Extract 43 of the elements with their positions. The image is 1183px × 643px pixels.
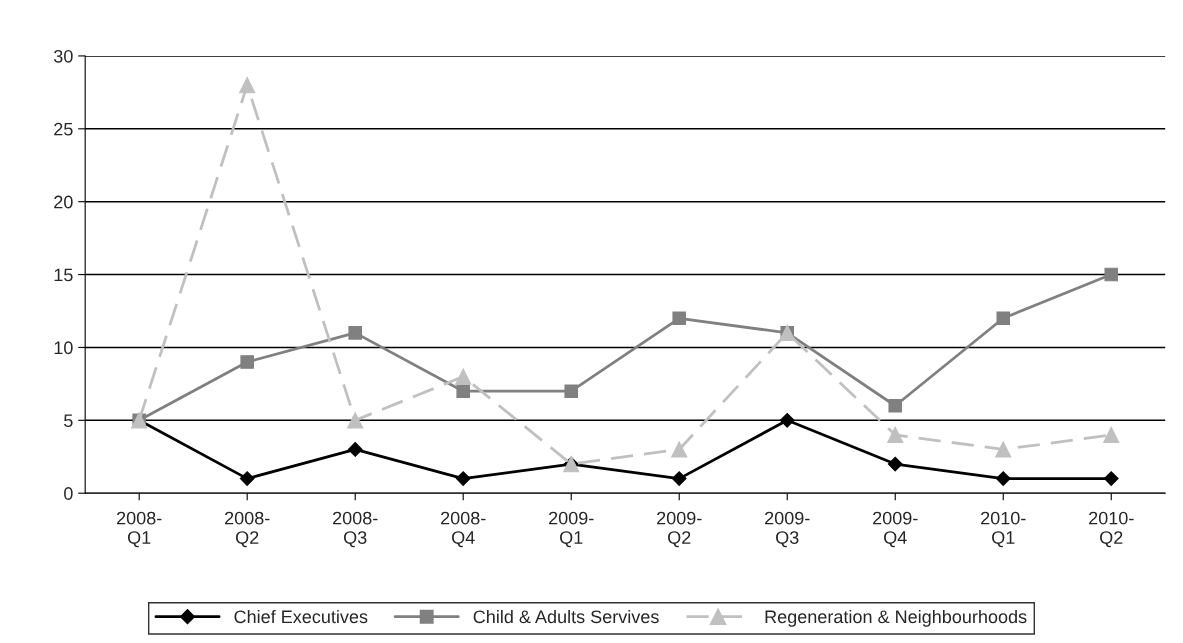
legend-label: Regeneration & Neighbourhoods [765,609,1027,627]
point [888,398,902,413]
point [239,471,255,486]
y-tick-label: 20 [54,195,73,209]
point [347,412,364,429]
legend-label: Chief Executives [234,609,368,624]
point [996,311,1011,326]
point [995,441,1012,458]
point [671,441,688,458]
point [240,355,254,369]
point [455,368,472,385]
point [671,471,687,486]
y-tick-label: 10 [54,341,73,355]
point [564,384,578,398]
point [887,426,904,444]
x-tick-label: 2009-Q4 [873,511,918,548]
y-tick-label: 5 [64,414,73,428]
point [779,412,795,428]
point [347,442,363,457]
x-tick-label: 2008-Q3 [333,511,378,548]
x-tick-label: 2009-Q3 [765,511,810,548]
y-tick-label: 15 [54,268,73,282]
point [995,471,1011,486]
x-tick-label: 2008-Q4 [441,511,486,548]
x-tick-label: 2010-Q2 [1089,511,1134,548]
y-tick-label: 25 [54,122,73,136]
x-tick-label: 2009-Q1 [549,511,594,548]
point [348,326,362,340]
point [672,311,686,326]
x-tick-label: 2008-Q2 [225,511,270,548]
point [455,471,471,486]
point [1103,426,1120,444]
x-tick-label: 2008-Q1 [117,511,162,548]
x-tick-label: 2009-Q2 [657,511,702,548]
point [456,384,470,398]
point [239,76,256,94]
y-tick-label: 30 [53,49,73,63]
point [1103,471,1119,486]
x-tick-label: 2010-Q1 [981,511,1026,548]
point [1104,267,1119,282]
point [887,456,903,472]
y-tick-label: 0 [64,487,73,500]
legend-label: Child & Adults Servives [473,609,659,624]
